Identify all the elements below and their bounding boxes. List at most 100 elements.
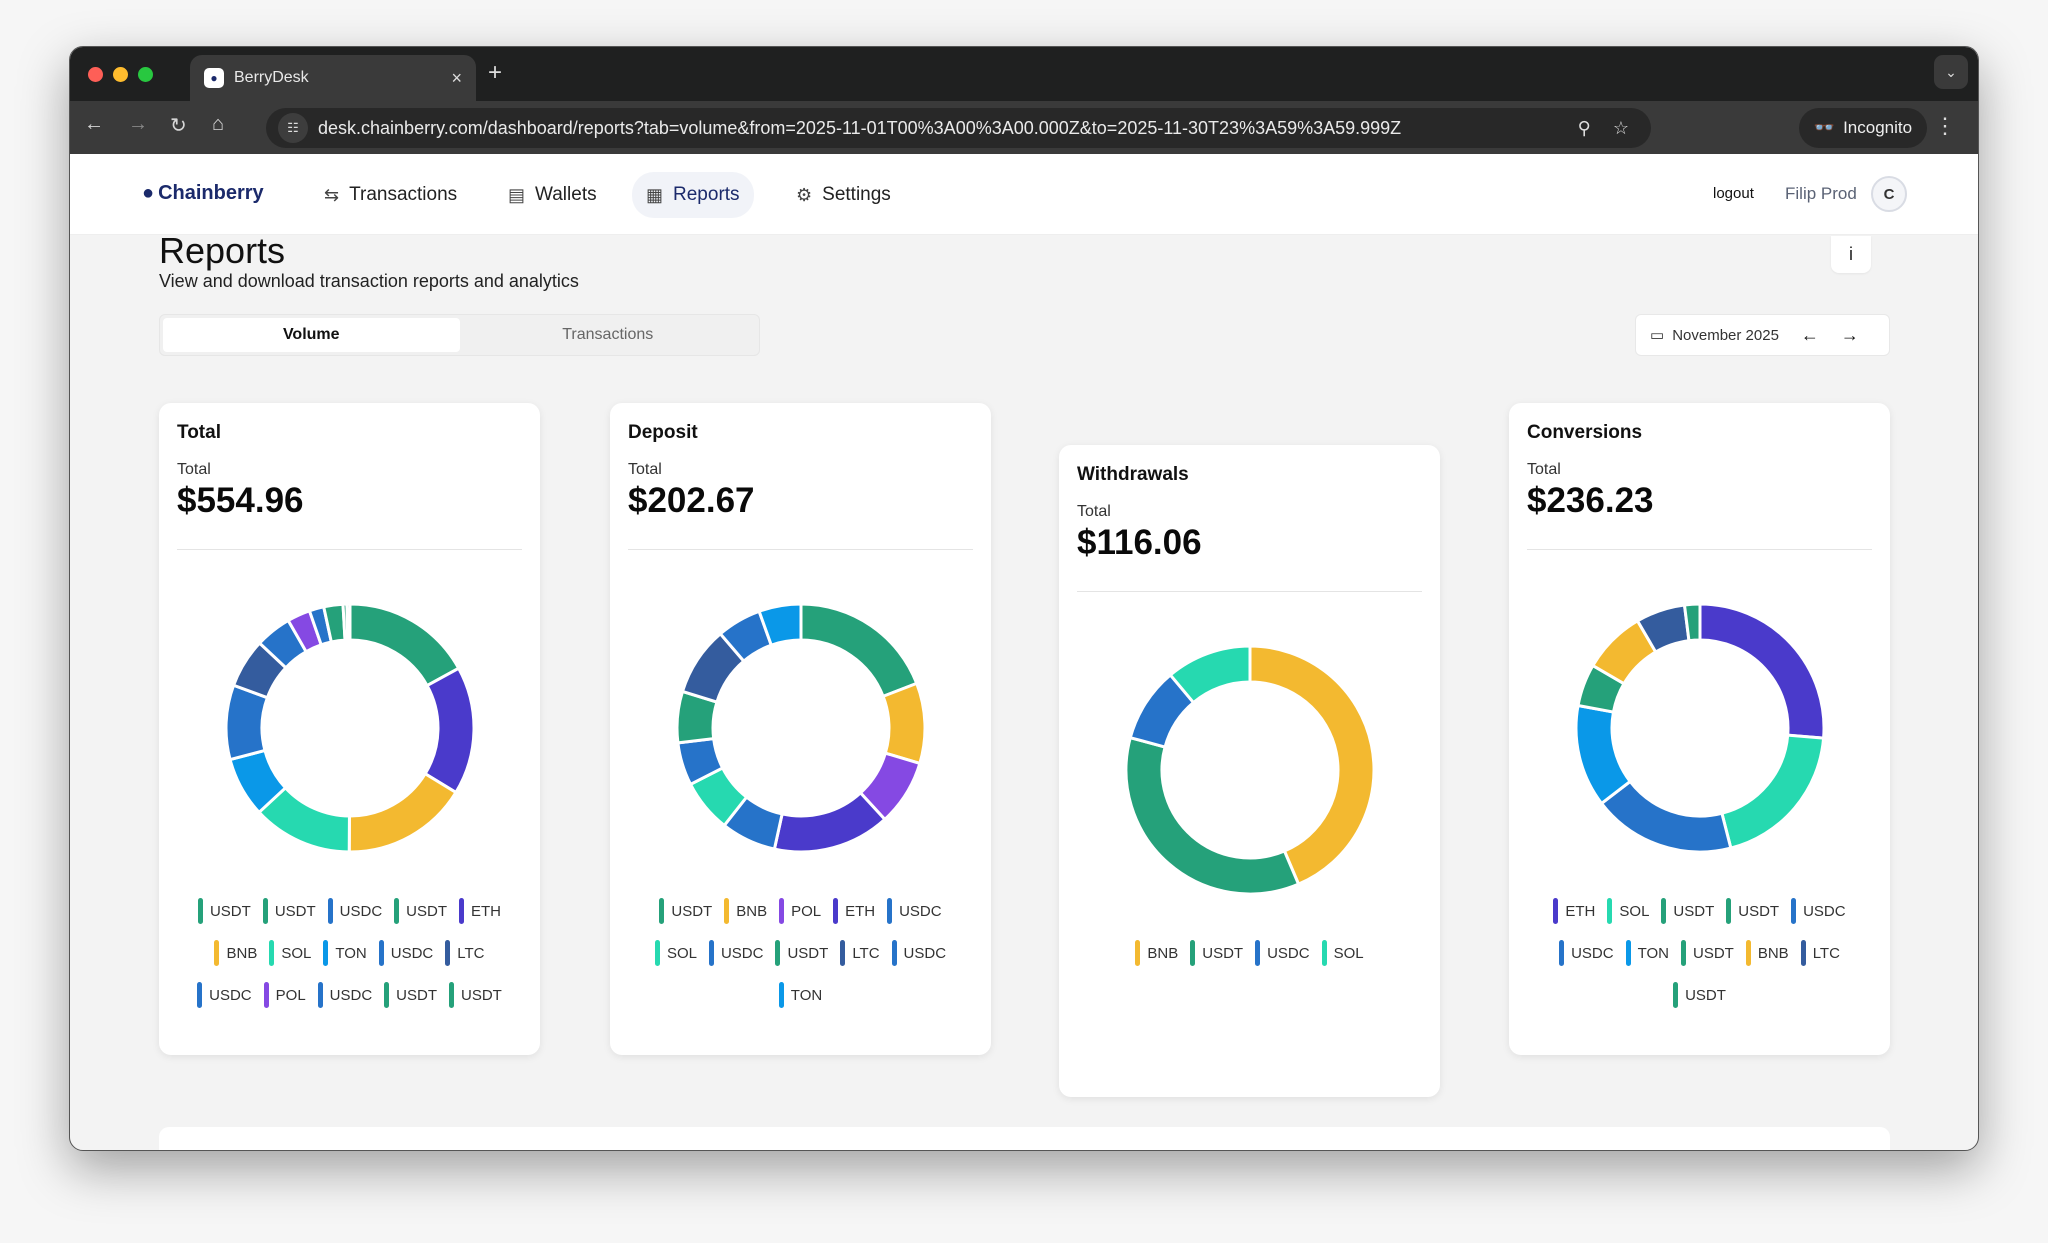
legend-item-usdt[interactable]: USDT: [262, 898, 316, 924]
legend-item-usdc[interactable]: USDC: [1559, 940, 1614, 966]
gear-icon: ⚙: [796, 184, 813, 205]
browser-menu-icon[interactable]: ⋮: [1934, 113, 1956, 138]
legend-item-usdt[interactable]: USDT: [449, 982, 502, 1008]
donut-segment-usdt[interactable]: [345, 603, 352, 642]
back-icon[interactable]: ←: [84, 113, 104, 135]
donut-segment-eth[interactable]: [772, 790, 887, 853]
legend-item-ton[interactable]: TON: [778, 982, 822, 1008]
donut-segment-bnb[interactable]: [881, 681, 926, 766]
legend-item-usdc[interactable]: USDC: [1791, 898, 1846, 924]
donut-segment-usdt[interactable]: [1125, 735, 1301, 895]
address-bar[interactable]: ☷ desk.chainberry.com/dashboard/reports?…: [266, 108, 1651, 148]
legend-item-bnb[interactable]: BNB: [1745, 940, 1789, 966]
card-title: Withdrawals: [1077, 464, 1189, 485]
legend-item-usdc[interactable]: USDC: [887, 898, 942, 924]
legend-item-ltc[interactable]: LTC: [1800, 940, 1840, 966]
maximize-window-button[interactable]: [138, 67, 153, 82]
legend-item-usdt[interactable]: USDT: [197, 898, 251, 924]
bookmark-star-icon[interactable]: ☆: [1612, 117, 1629, 138]
donut-segment-bnb[interactable]: [1248, 645, 1375, 887]
donut-segment-bnb[interactable]: [347, 771, 458, 853]
nav-settings[interactable]: ⚙ Settings: [782, 172, 905, 218]
donut-segment-sol[interactable]: [1168, 645, 1252, 705]
avatar[interactable]: C: [1871, 176, 1907, 212]
legend-item-bnb[interactable]: BNB: [214, 940, 257, 966]
forward-icon[interactable]: →: [128, 113, 148, 135]
donut-segment-ton[interactable]: [757, 603, 803, 648]
legend-item-usdc[interactable]: USDC: [378, 940, 433, 966]
nav-reports[interactable]: ▦ Reports: [632, 172, 754, 218]
legend-item-usdt[interactable]: USDT: [384, 982, 437, 1008]
legend-label: USDC: [899, 902, 942, 920]
legend-item-usdt[interactable]: USDT: [659, 898, 712, 924]
legend-item-usdc[interactable]: USDC: [327, 898, 382, 924]
month-label[interactable]: November 2025: [1672, 326, 1779, 344]
donut-segment-usdt[interactable]: [799, 603, 919, 699]
browser-window: ● BerryDesk × + ⌄ ← → ↻ ⌂ ☷ desk.chainbe…: [69, 46, 1979, 1151]
zoom-icon[interactable]: ⚲: [1577, 117, 1591, 138]
legend-item-usdc[interactable]: USDC: [708, 940, 763, 966]
close-window-button[interactable]: [88, 67, 103, 82]
legend-label: POL: [791, 902, 822, 920]
incognito-indicator[interactable]: 👓 Incognito: [1799, 108, 1927, 148]
legend-item-usdc[interactable]: USDC: [317, 982, 372, 1008]
nav-wallets[interactable]: ▤ Wallets: [494, 172, 611, 218]
legend-item-usdt[interactable]: USDT: [1190, 940, 1243, 966]
nav-label: Wallets: [535, 184, 597, 205]
previous-month-arrow-icon[interactable]: ←: [1800, 324, 1819, 345]
tab-transactions[interactable]: Transactions: [562, 326, 654, 343]
logout-link[interactable]: logout: [1713, 185, 1754, 202]
site-settings-icon[interactable]: ☷: [278, 113, 308, 143]
donut-segment-eth[interactable]: [423, 666, 475, 795]
legend-swatch: [445, 940, 451, 966]
legend-item-usdt[interactable]: USDT: [775, 940, 828, 966]
donut-segment-usdt[interactable]: [1682, 603, 1702, 643]
legend-item-usdt[interactable]: USDT: [1681, 940, 1734, 966]
nav-transactions[interactable]: ⇆ Transactions: [310, 172, 471, 218]
legend-item-usdc[interactable]: USDC: [197, 982, 252, 1008]
legend-swatch: [1625, 940, 1631, 966]
legend-item-ltc[interactable]: LTC: [445, 940, 485, 966]
legend-item-ton[interactable]: TON: [1625, 940, 1669, 966]
legend-item-bnb[interactable]: BNB: [724, 898, 767, 924]
legend-item-eth[interactable]: ETH: [833, 898, 875, 924]
legend: BNB USDT USDC SOL: [1077, 940, 1422, 966]
legend-swatch: [449, 982, 455, 1008]
legend-item-usdt[interactable]: USDT: [1726, 898, 1779, 924]
reload-icon[interactable]: ↻: [170, 115, 187, 137]
donut-segment-usdt[interactable]: [348, 603, 461, 688]
legend-swatch: [262, 898, 268, 924]
legend-item-usdc[interactable]: USDC: [891, 940, 946, 966]
home-icon[interactable]: ⌂: [212, 113, 225, 135]
legend-item-sol[interactable]: SOL: [654, 940, 697, 966]
legend-item-sol[interactable]: SOL: [269, 940, 311, 966]
donut-segment-ton[interactable]: [1575, 703, 1633, 806]
user-name[interactable]: Filip Prod: [1785, 184, 1857, 203]
legend-item-pol[interactable]: POL: [779, 898, 822, 924]
legend-item-usdc[interactable]: USDC: [1255, 940, 1310, 966]
legend-item-eth[interactable]: ETH: [459, 898, 501, 924]
new-tab-icon[interactable]: +: [488, 59, 503, 86]
browser-tab[interactable]: ● BerryDesk ×: [190, 55, 476, 101]
legend-item-pol[interactable]: POL: [263, 982, 306, 1008]
donut-segment-usdc[interactable]: [1599, 779, 1733, 853]
legend-item-sol[interactable]: SOL: [1607, 898, 1649, 924]
minimize-window-button[interactable]: [113, 67, 128, 82]
legend-item-ltc[interactable]: LTC: [840, 940, 880, 966]
legend-item-usdt[interactable]: USDT: [1673, 982, 1726, 1008]
donut-segment-eth[interactable]: [1698, 603, 1825, 740]
tab-search-chevron-icon[interactable]: ⌄: [1934, 55, 1968, 89]
tab-volume[interactable]: Volume: [163, 318, 460, 352]
logo[interactable]: ● Chainberry: [142, 182, 264, 205]
info-button[interactable]: i: [1831, 236, 1871, 273]
next-month-arrow-icon[interactable]: →: [1840, 324, 1859, 345]
legend-item-usdt[interactable]: USDT: [1661, 898, 1714, 924]
legend-item-usdt[interactable]: USDT: [394, 898, 447, 924]
legend-item-ton[interactable]: TON: [323, 940, 367, 966]
legend-item-eth[interactable]: ETH: [1553, 898, 1595, 924]
legend-item-bnb[interactable]: BNB: [1135, 940, 1178, 966]
donut-segment-sol[interactable]: [1720, 733, 1825, 850]
close-tab-icon[interactable]: ×: [451, 67, 462, 88]
calendar-icon[interactable]: ▭: [1650, 327, 1665, 344]
legend-item-sol[interactable]: SOL: [1321, 940, 1364, 966]
